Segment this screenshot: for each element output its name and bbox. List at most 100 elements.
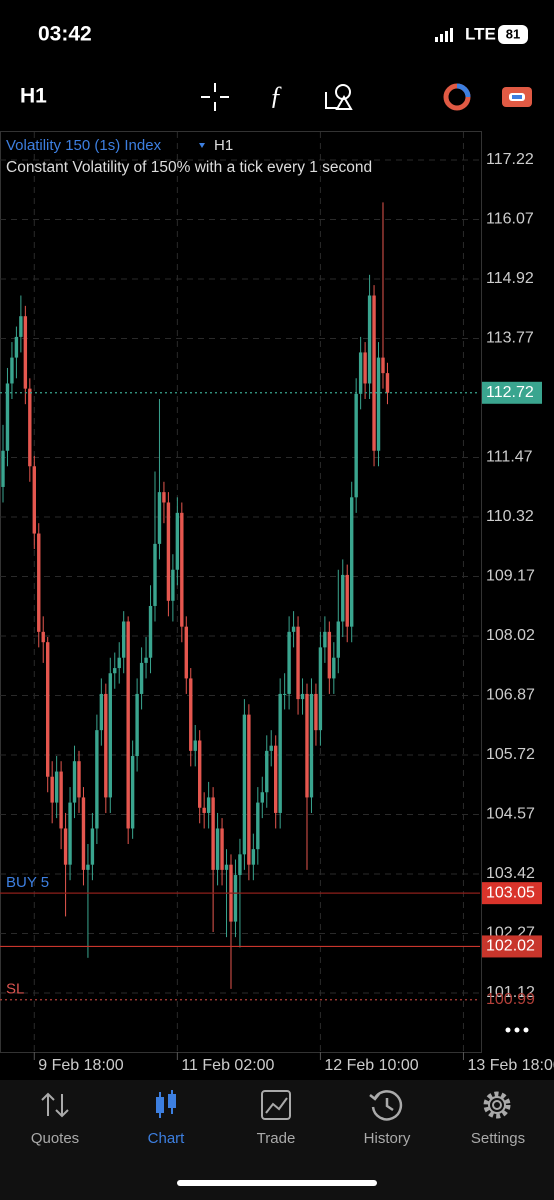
candle-body xyxy=(202,807,206,813)
candle-body xyxy=(233,875,238,922)
candle-body xyxy=(323,631,327,648)
candle-body xyxy=(28,388,32,467)
candle-body xyxy=(300,693,305,700)
candle-body xyxy=(19,316,23,337)
quotes-icon[interactable] xyxy=(41,1092,69,1118)
candle-body xyxy=(90,828,95,865)
candle-body xyxy=(381,357,385,374)
candle-body xyxy=(287,631,291,694)
y-tick-label: 106.87 xyxy=(486,687,535,704)
x-tick-label: 13 Feb 18:00 xyxy=(467,1057,554,1074)
candle-body xyxy=(305,693,309,798)
candle-body xyxy=(68,802,72,865)
candle-body xyxy=(282,693,287,695)
y-tick-label: 108.02 xyxy=(486,627,535,644)
symbol-dropdown[interactable] xyxy=(199,143,205,148)
candle-body xyxy=(95,730,99,829)
price-box xyxy=(482,882,542,905)
network-label: LTE xyxy=(465,24,496,43)
candle-body xyxy=(104,693,108,798)
nav-label[interactable]: History xyxy=(364,1130,411,1147)
objects-tool[interactable] xyxy=(325,84,353,110)
plot-area xyxy=(0,132,480,1060)
candle-body xyxy=(242,714,247,855)
status-time: 03:42 xyxy=(38,23,92,46)
y-tick-label: 117.22 xyxy=(486,151,534,168)
battery-level: 81 xyxy=(506,26,520,41)
trade-nav-icon[interactable] xyxy=(261,1090,291,1120)
candle-body xyxy=(50,776,54,803)
candle-body xyxy=(345,574,349,627)
candle-body xyxy=(318,647,323,731)
candle-body xyxy=(32,466,36,534)
home-indicator xyxy=(177,1180,377,1186)
candle-body xyxy=(363,352,367,384)
candle-body xyxy=(220,828,224,870)
y-tick-label: 109.17 xyxy=(486,568,535,585)
nav-label[interactable]: Trade xyxy=(257,1130,296,1147)
timeframe-button[interactable]: H1 xyxy=(20,85,47,108)
candle-body xyxy=(157,492,162,544)
candle-body xyxy=(126,621,130,829)
y-tick-label: 104.57 xyxy=(486,806,535,823)
candle-body xyxy=(130,756,135,829)
candle-body xyxy=(166,502,171,601)
candle-body xyxy=(269,745,273,751)
nav-label[interactable]: Chart xyxy=(148,1130,186,1147)
chart-subtitle: Constant Volatility of 150% with a tick … xyxy=(6,159,372,176)
candle-body xyxy=(278,693,282,813)
candle-body xyxy=(273,745,278,813)
account-icon[interactable] xyxy=(443,83,471,111)
candle-body xyxy=(372,295,376,451)
signal-icon xyxy=(435,28,453,42)
price-box xyxy=(482,381,542,404)
candle-body xyxy=(238,854,242,876)
candle-body xyxy=(296,626,300,700)
x-tick-label: 12 Feb 10:00 xyxy=(324,1057,418,1074)
candle-body xyxy=(341,574,345,622)
price-value: 102.02 xyxy=(486,938,535,955)
candle-body xyxy=(148,605,153,658)
candle-body xyxy=(211,797,215,870)
candle-body xyxy=(215,828,220,870)
candle-body xyxy=(144,657,148,663)
chart-title[interactable]: Volatility 150 (1s) Index xyxy=(6,137,162,154)
candle-body xyxy=(59,771,63,829)
indicators-tool[interactable]: ƒ xyxy=(270,81,283,110)
candle-body xyxy=(184,626,188,679)
candle-body xyxy=(336,621,340,658)
candle-body xyxy=(247,714,251,865)
candle-body xyxy=(309,693,314,798)
candle-body xyxy=(37,533,41,632)
candle-body xyxy=(291,626,296,632)
candle-body xyxy=(81,797,86,870)
candle-body xyxy=(265,750,269,793)
candle-body xyxy=(77,761,81,798)
candle-body xyxy=(113,668,117,674)
candle-body xyxy=(162,492,166,503)
candle-body xyxy=(135,693,139,757)
price-line-label: BUY 5 xyxy=(6,874,49,891)
chart-icon[interactable] xyxy=(156,1090,176,1118)
candle-body xyxy=(175,512,180,570)
candle-body xyxy=(376,357,381,451)
more-button[interactable] xyxy=(505,1027,529,1033)
settings-icon[interactable] xyxy=(483,1091,511,1119)
x-tick-label: 9 Feb 18:00 xyxy=(38,1057,124,1074)
candle-body xyxy=(193,740,197,751)
price-box xyxy=(482,935,542,958)
x-tick-label: 11 Feb 02:00 xyxy=(181,1057,274,1074)
nav-label[interactable]: Quotes xyxy=(31,1130,79,1147)
crosshair-tool[interactable] xyxy=(201,83,229,111)
battery-icon xyxy=(498,25,528,44)
nav-label[interactable]: Settings xyxy=(471,1130,525,1147)
price-value: 103.05 xyxy=(486,884,535,901)
candle-body xyxy=(108,673,112,798)
trade-icon[interactable] xyxy=(502,87,532,107)
history-icon[interactable] xyxy=(369,1090,403,1121)
candle-body xyxy=(10,357,14,384)
candle-body xyxy=(256,802,260,850)
candle-body xyxy=(171,569,175,601)
